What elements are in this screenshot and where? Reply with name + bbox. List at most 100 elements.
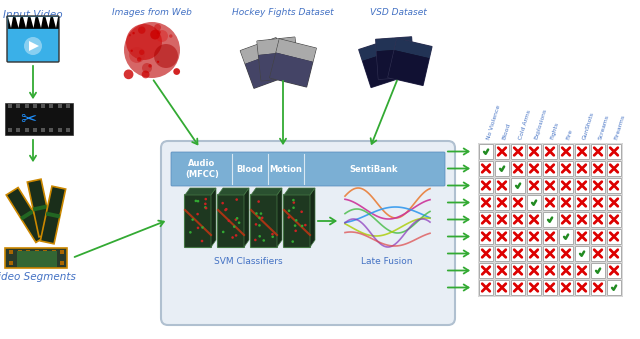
Bar	[376, 37, 412, 51]
Bar	[511, 144, 525, 159]
Bar	[559, 161, 573, 176]
Bar	[358, 38, 397, 61]
Bar	[16, 128, 20, 132]
Bar	[479, 161, 493, 176]
Circle shape	[221, 202, 224, 204]
Circle shape	[139, 49, 145, 55]
Circle shape	[157, 61, 159, 63]
Bar	[8, 128, 12, 132]
Bar	[240, 38, 290, 88]
Bar	[591, 280, 605, 295]
Text: Fire: Fire	[566, 128, 574, 140]
Bar	[495, 178, 509, 193]
Circle shape	[124, 22, 180, 78]
Polygon shape	[29, 41, 39, 51]
Bar	[41, 104, 45, 108]
Circle shape	[195, 200, 197, 202]
Circle shape	[204, 203, 207, 205]
Bar	[8, 17, 58, 28]
Bar	[543, 263, 557, 278]
Bar	[607, 263, 621, 278]
Circle shape	[236, 198, 238, 201]
Circle shape	[294, 230, 297, 232]
Bar	[575, 246, 589, 261]
Bar	[66, 104, 70, 108]
Circle shape	[142, 63, 152, 73]
Bar	[60, 261, 64, 265]
Bar	[575, 161, 589, 176]
Circle shape	[131, 49, 133, 52]
Circle shape	[225, 208, 228, 211]
Circle shape	[196, 200, 199, 202]
Polygon shape	[38, 17, 43, 28]
Bar	[240, 38, 281, 64]
Bar	[591, 195, 605, 210]
Circle shape	[258, 217, 260, 219]
Circle shape	[156, 30, 168, 42]
Bar	[511, 280, 525, 295]
Polygon shape	[244, 188, 249, 247]
Bar	[527, 229, 541, 244]
Circle shape	[257, 200, 260, 203]
Bar	[559, 212, 573, 227]
Circle shape	[227, 220, 230, 222]
Polygon shape	[31, 17, 35, 28]
FancyBboxPatch shape	[161, 141, 455, 325]
Bar	[559, 280, 573, 295]
Bar	[591, 229, 605, 244]
Bar	[559, 229, 573, 244]
Bar	[33, 205, 47, 212]
Circle shape	[224, 209, 227, 211]
Circle shape	[304, 224, 307, 226]
Bar	[66, 128, 70, 132]
Text: Screams: Screams	[598, 114, 611, 140]
Circle shape	[236, 217, 239, 220]
Bar	[543, 229, 557, 244]
Circle shape	[300, 211, 303, 213]
Bar	[40, 186, 66, 244]
Bar	[376, 37, 414, 79]
Text: Images from Web: Images from Web	[112, 8, 192, 17]
Bar	[527, 280, 541, 295]
Bar	[591, 144, 605, 159]
Bar	[559, 263, 573, 278]
Bar	[527, 144, 541, 159]
Bar	[495, 212, 509, 227]
Bar	[495, 144, 509, 159]
Bar	[543, 195, 557, 210]
Circle shape	[271, 233, 274, 236]
Text: Motion: Motion	[269, 164, 303, 174]
Circle shape	[295, 219, 298, 222]
Circle shape	[258, 224, 260, 227]
Bar	[6, 187, 48, 242]
Bar	[26, 261, 30, 265]
Bar	[17, 261, 22, 265]
Circle shape	[292, 206, 295, 209]
Circle shape	[173, 68, 180, 75]
Bar	[511, 212, 525, 227]
Polygon shape	[185, 188, 216, 195]
Bar	[527, 212, 541, 227]
Bar	[26, 250, 30, 254]
Bar	[49, 128, 53, 132]
Bar	[495, 195, 509, 210]
Bar	[559, 178, 573, 193]
Bar	[511, 161, 525, 176]
Circle shape	[222, 231, 225, 233]
Bar	[362, 50, 405, 87]
Circle shape	[233, 225, 236, 228]
Text: Video Segments: Video Segments	[0, 272, 76, 282]
Text: VSD Dataset: VSD Dataset	[370, 8, 426, 17]
Bar	[9, 250, 13, 254]
Bar	[607, 229, 621, 244]
Bar	[591, 263, 605, 278]
Bar	[511, 246, 525, 261]
Text: SVM Classifiers: SVM Classifiers	[214, 257, 282, 266]
Bar	[591, 178, 605, 193]
Polygon shape	[277, 188, 282, 247]
Circle shape	[201, 226, 204, 229]
Circle shape	[126, 24, 162, 60]
Circle shape	[231, 236, 234, 239]
Circle shape	[259, 235, 261, 238]
Circle shape	[138, 26, 145, 34]
